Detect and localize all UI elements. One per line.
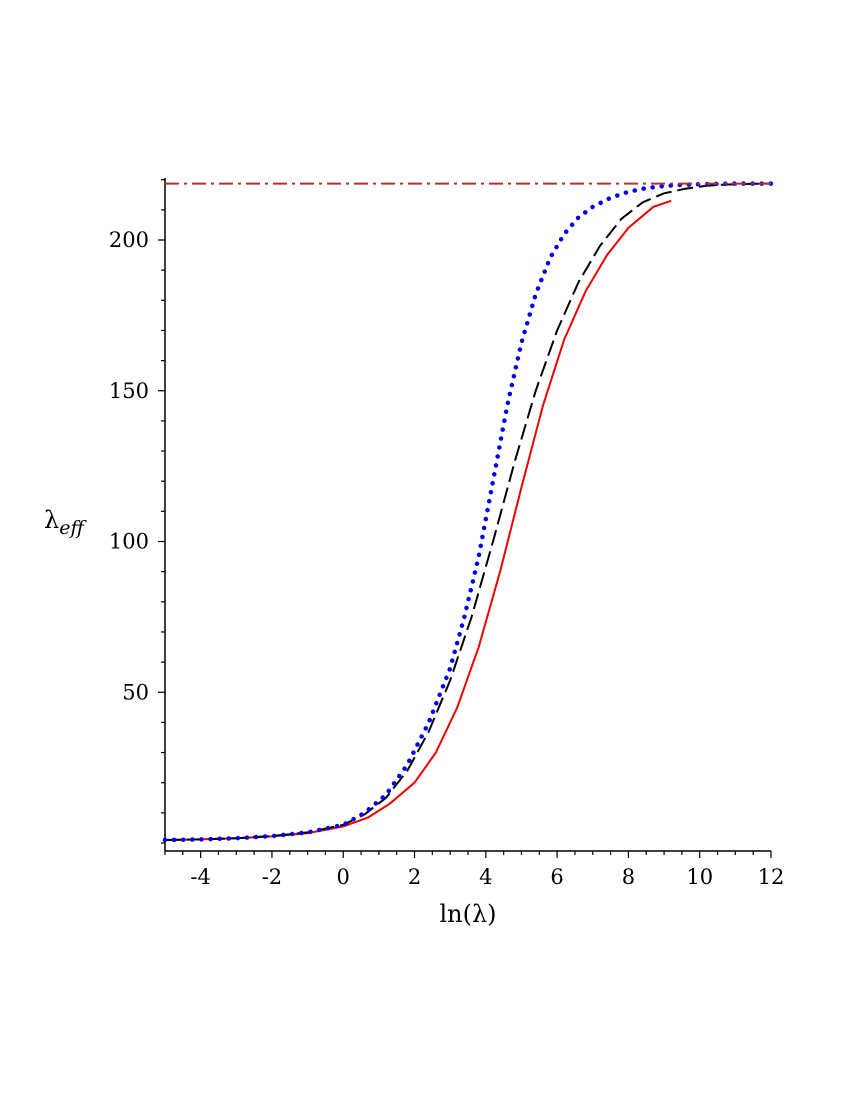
y-tick-label: 150: [109, 379, 149, 403]
x-tick-label: -4: [190, 865, 210, 889]
x-tick-label: 10: [686, 865, 713, 889]
y-tick-label: 50: [122, 680, 149, 704]
x-tick-label: 8: [622, 865, 635, 889]
series-line-dashed: [164, 182, 772, 841]
y-axis-label: λeff: [44, 506, 87, 539]
x-axis-label: ln(λ): [439, 900, 496, 928]
series-layer: [162, 181, 774, 843]
x-tick-label: -2: [262, 865, 282, 889]
y-axis-label-subscript: eff: [59, 517, 87, 539]
series-line-dotted: [162, 181, 774, 843]
x-tick-label: 6: [550, 865, 563, 889]
x-tick-label: 0: [337, 865, 350, 889]
y-tick-label: 100: [109, 530, 149, 554]
y-axis-label-base: λ: [44, 506, 59, 534]
x-tick-label: 4: [479, 865, 492, 889]
axes: -4 -2 0 2 4 6 8 10 12 50 100 150 200: [109, 178, 784, 889]
x-tick-label: 12: [758, 865, 785, 889]
x-tick-label: 2: [408, 865, 421, 889]
y-tick-label: 200: [109, 228, 149, 252]
